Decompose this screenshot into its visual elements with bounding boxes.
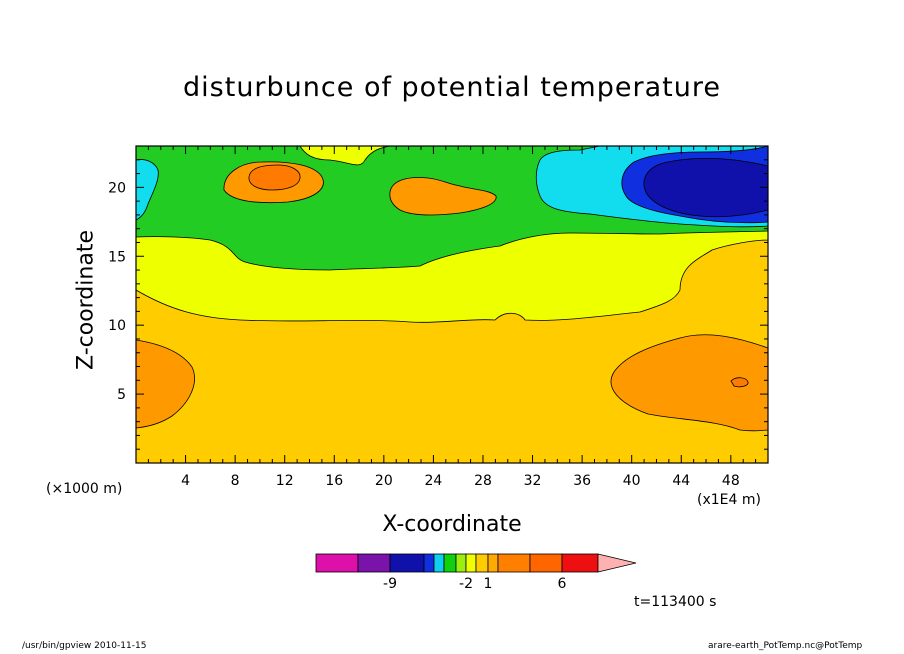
x-tick-label: 28 — [474, 473, 492, 489]
x-axis-unit-right: (x1E4 m) — [697, 492, 761, 508]
colorbar: -9 -2 1 6 — [315, 553, 637, 592]
x-tick-label: 24 — [424, 473, 442, 489]
lower-right-orange-region — [610, 334, 768, 432]
small-orange-spot — [730, 377, 749, 388]
upper-middle-orange-cell — [389, 177, 497, 216]
x-tick-label: 32 — [524, 473, 542, 489]
colorbar-box — [529, 553, 563, 573]
colorbar-label: 6 — [558, 576, 567, 592]
y-axis-ticks: 5 10 15 20 — [108, 159, 768, 450]
x-axis-unit-left: (×1000 m) — [46, 481, 123, 497]
x-tick-label: 16 — [325, 473, 343, 489]
colorbar-box — [423, 553, 435, 573]
plot-frame — [135, 145, 769, 464]
colorbar-box — [315, 553, 359, 573]
colorbar-box — [475, 553, 489, 573]
colorbar-box — [561, 553, 599, 573]
x-tick-label: 44 — [672, 473, 690, 489]
colorbar-label: -2 — [459, 576, 473, 592]
y-tick-label: 5 — [117, 387, 126, 403]
x-tick-label: 4 — [181, 473, 190, 489]
x-tick-label: 36 — [573, 473, 591, 489]
colorbar-box — [357, 553, 391, 573]
x-tick-label: 8 — [231, 473, 240, 489]
colorbar-label: -9 — [383, 576, 397, 592]
chart-title: disturbunce of potential temperature — [183, 72, 721, 103]
upper-yellow-cap — [299, 146, 391, 166]
footer-left-text: /usr/bin/gpview 2010-11-15 — [22, 641, 147, 651]
time-label: t=113400 s — [634, 594, 717, 610]
colorbar-box — [455, 553, 467, 573]
colorbar-label: 1 — [484, 576, 493, 592]
x-axis-label: X-coordinate — [382, 512, 522, 537]
x-tick-label: 48 — [722, 473, 740, 489]
upper-left-cyan-region — [136, 159, 159, 221]
cold-core — [643, 157, 768, 218]
footer-right-text: arare-earth_PotTemp.nc@PotTemp — [708, 641, 863, 651]
lower-left-orange-region — [136, 339, 195, 429]
x-tick-label: 20 — [375, 473, 393, 489]
colorbar-box — [465, 553, 477, 573]
colorbar-box — [497, 553, 531, 573]
colorbar-box — [443, 553, 457, 573]
x-tick-label: 40 — [623, 473, 641, 489]
plot-area — [136, 146, 768, 463]
x-tick-label: 12 — [276, 473, 294, 489]
colorbar-box — [487, 553, 499, 573]
colorbar-box — [389, 553, 425, 573]
x-axis-ticks: 4 8 12 16 20 24 28 32 36 40 44 48 — [147, 146, 757, 489]
colorbar-box — [433, 553, 445, 573]
y-tick-label: 15 — [108, 249, 126, 265]
upper-left-red-core — [248, 164, 301, 191]
colorbar-arrow — [597, 553, 637, 573]
y-tick-label: 20 — [108, 180, 126, 196]
y-tick-label: 10 — [108, 318, 126, 334]
